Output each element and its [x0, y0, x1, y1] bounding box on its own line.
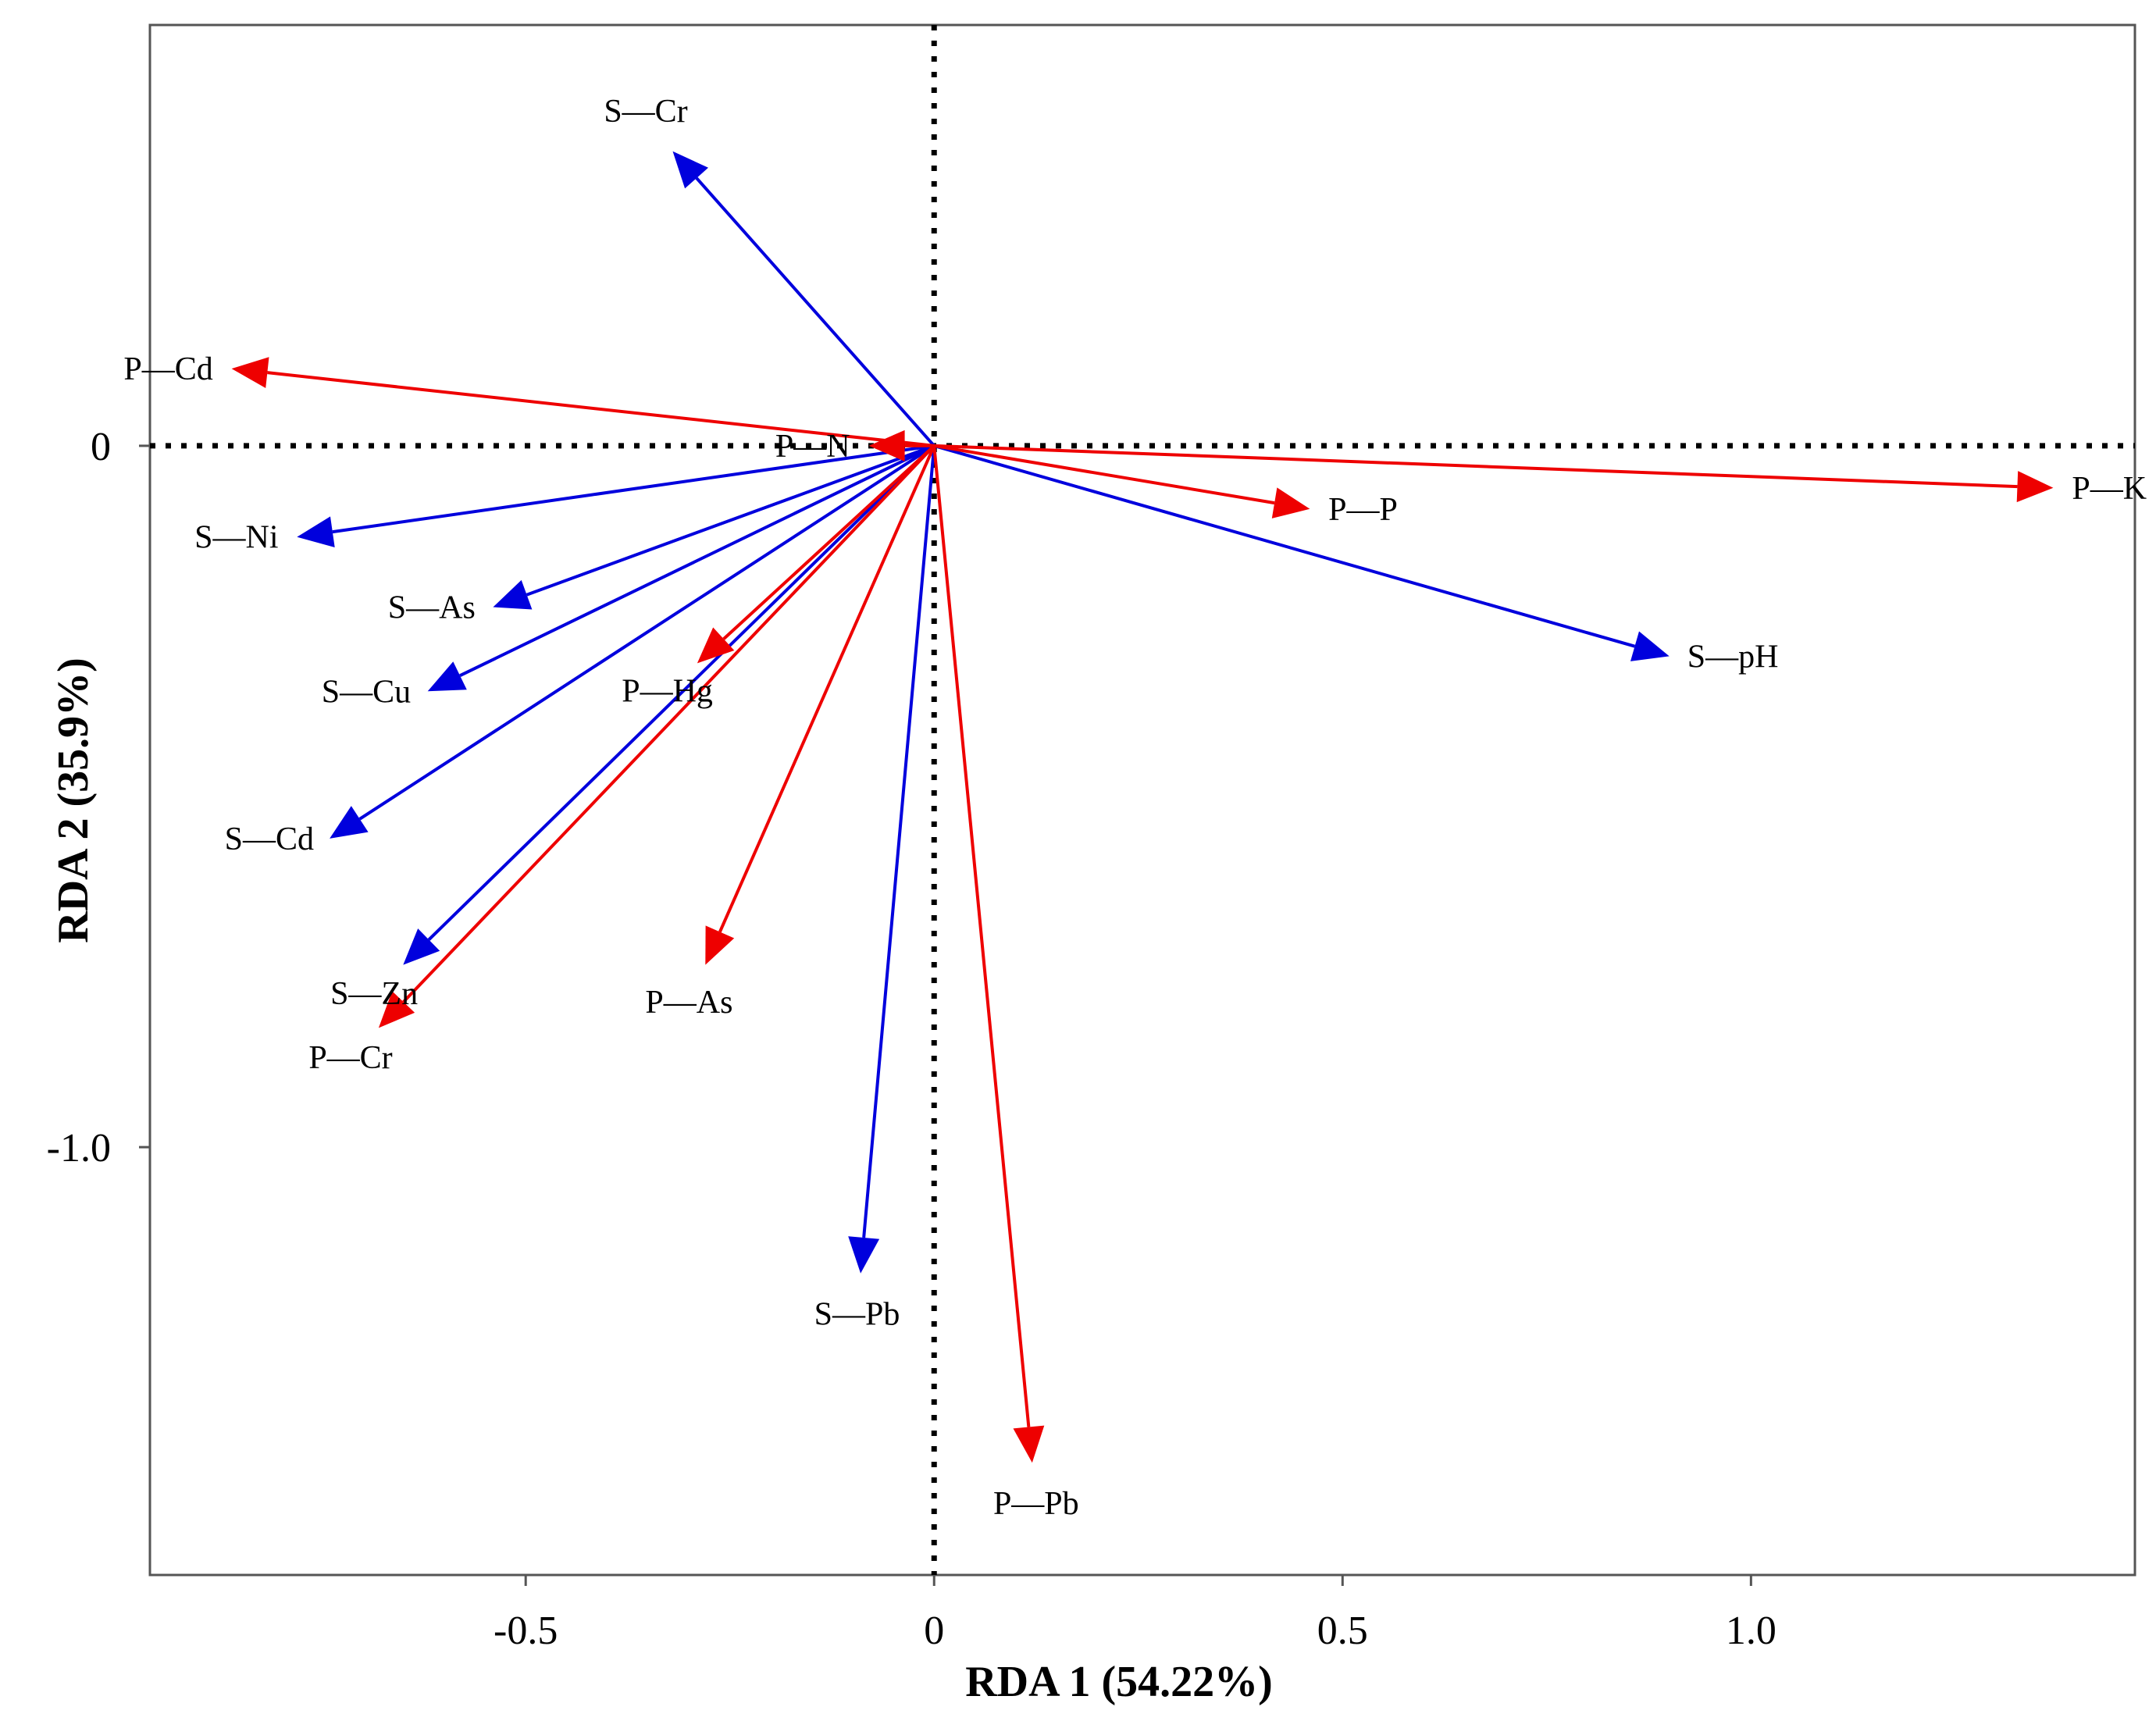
vector-arrowhead-s-pb: [848, 1236, 880, 1274]
vector-label-p-cd: P—Cd: [123, 351, 212, 387]
vector-arrowhead-p-k: [2016, 471, 2054, 503]
vector-arrowhead-s-cr: [672, 151, 708, 189]
x-tick-label: -0.5: [494, 1609, 558, 1653]
vector-label-p-p: P—P: [1328, 492, 1398, 528]
vector-line-s-cd: [358, 444, 935, 821]
vector-label-p-k: P—K: [2072, 471, 2147, 507]
vector-line-p-cr: [402, 444, 935, 1003]
vector-label-s-cu: S—Cu: [322, 674, 411, 710]
vector-line-s-cu: [459, 444, 935, 678]
vector-arrowhead-s-zn: [403, 928, 440, 965]
vector-label-p-as: P—As: [645, 985, 732, 1021]
vector-arrowhead-s-cd: [330, 806, 369, 839]
vector-arrowhead-p-n: [868, 429, 905, 461]
vector-label-p-pb: P—Pb: [993, 1486, 1079, 1522]
vector-label-p-n: P—N: [775, 429, 850, 465]
plot-frame: [148, 23, 2136, 1577]
vector-line-s-ni: [332, 444, 935, 534]
vector-line-p-pb: [932, 445, 1031, 1427]
x-tick-label: 0: [924, 1609, 944, 1653]
x-tick-label: 1.0: [1726, 1609, 1776, 1653]
vector-arrowhead-s-as: [493, 579, 533, 610]
vector-label-p-cr: P—Cr: [308, 1040, 392, 1076]
vector-label-p-hg: P—Hg: [622, 674, 713, 710]
x-axis-title: RDA 1 (54.22%): [965, 1658, 1273, 1706]
vector-line-s-as: [526, 444, 935, 597]
vector-arrowhead-s-ni: [297, 516, 335, 547]
vector-arrowhead-s-ph: [1630, 631, 1670, 661]
vector-line-p-cd: [267, 371, 935, 447]
vector-line-s-cr: [695, 176, 935, 447]
vector-label-s-cr: S—Cr: [604, 94, 687, 130]
vector-arrowhead-p-cr: [378, 991, 415, 1028]
vector-arrowhead-p-cd: [231, 357, 269, 388]
vector-line-p-as: [718, 445, 936, 933]
vector-label-s-zn: S—Zn: [330, 976, 418, 1012]
vector-line-s-ph: [933, 444, 1636, 648]
vector-line-s-pb: [862, 445, 936, 1238]
vector-line-p-hg: [722, 444, 935, 640]
vector-label-s-ph: S—pH: [1687, 639, 1779, 675]
vector-arrowhead-s-cu: [427, 661, 467, 692]
vector-arrowhead-p-p: [1271, 487, 1310, 518]
vector-arrowhead-p-pb: [1013, 1425, 1045, 1463]
y-tick-label: -1.0: [47, 1126, 111, 1170]
y-tick-label: 0: [91, 425, 111, 469]
vector-label-s-pb: S—Pb: [814, 1297, 900, 1333]
vector-label-s-as: S—As: [388, 590, 476, 626]
x-tick-label: 0.5: [1317, 1609, 1368, 1653]
vector-line-p-p: [933, 444, 1275, 505]
vector-line-p-k: [934, 444, 2018, 489]
vector-line-s-zn: [427, 444, 935, 941]
vector-label-s-ni: S—Ni: [194, 520, 278, 556]
y-axis-title: RDA 2 (35.9%): [49, 657, 98, 943]
vector-arrowhead-p-as: [705, 925, 735, 965]
vector-arrowhead-p-hg: [697, 627, 735, 664]
vector-label-s-cd: S—Cd: [225, 821, 314, 857]
